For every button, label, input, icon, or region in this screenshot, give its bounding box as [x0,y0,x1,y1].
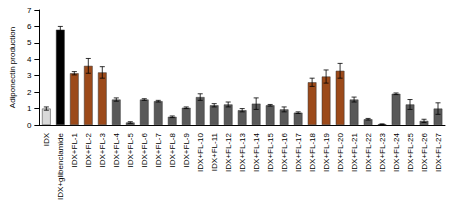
svg-text:IDX+FL-5: IDX+FL-5 [126,132,135,167]
svg-text:IDX+FL-23: IDX+FL-23 [378,132,387,171]
svg-text:6: 6 [27,22,32,31]
svg-text:IDX: IDX [42,132,51,146]
svg-text:IDX+FL-19: IDX+FL-19 [322,132,331,171]
svg-text:Adiponectin production: Adiponectin production [8,27,17,108]
svg-text:IDX+FL-12: IDX+FL-12 [224,132,233,171]
svg-text:IDX+FL-27: IDX+FL-27 [434,132,443,171]
svg-text:IDX+FL-7: IDX+FL-7 [154,132,163,167]
svg-text:3: 3 [27,71,32,80]
svg-text:IDX+FL-6: IDX+FL-6 [140,132,149,167]
svg-text:1: 1 [27,104,32,113]
svg-text:IDX+glibenclamide: IDX+glibenclamide [56,132,65,199]
svg-text:IDX+FL-24: IDX+FL-24 [392,132,401,171]
svg-text:IDX+FL-21: IDX+FL-21 [350,132,359,171]
svg-text:IDX+FL-10: IDX+FL-10 [196,132,205,171]
svg-text:IDX+FL-20: IDX+FL-20 [336,132,345,171]
svg-text:IDX+FL-17: IDX+FL-17 [294,132,303,171]
svg-text:4: 4 [27,55,32,64]
svg-text:IDX+FL-13: IDX+FL-13 [238,132,247,171]
svg-text:IDX+FL-1: IDX+FL-1 [70,132,79,167]
svg-text:IDX+FL-16: IDX+FL-16 [280,132,289,171]
svg-text:IDX+FL-9: IDX+FL-9 [182,132,191,167]
svg-text:IDX+FL-25: IDX+FL-25 [406,132,415,171]
svg-text:IDX+FL-18: IDX+FL-18 [308,132,317,171]
svg-text:IDX+FL-14: IDX+FL-14 [252,132,261,171]
svg-text:IDX+FL-2: IDX+FL-2 [84,132,93,167]
svg-text:IDX+FL-22: IDX+FL-22 [364,132,373,171]
svg-text:IDX+FL-8: IDX+FL-8 [168,132,177,167]
svg-text:7: 7 [27,6,32,15]
svg-text:IDX+FL-15: IDX+FL-15 [266,132,275,171]
svg-text:0: 0 [27,121,32,130]
svg-text:IDX+FL-26: IDX+FL-26 [420,132,429,171]
svg-text:IDX+FL-11: IDX+FL-11 [210,132,219,171]
svg-text:IDX+FL-3: IDX+FL-3 [98,132,107,167]
svg-text:5: 5 [27,38,32,47]
svg-text:IDX+FL-4: IDX+FL-4 [112,132,121,167]
svg-text:2: 2 [27,88,32,97]
